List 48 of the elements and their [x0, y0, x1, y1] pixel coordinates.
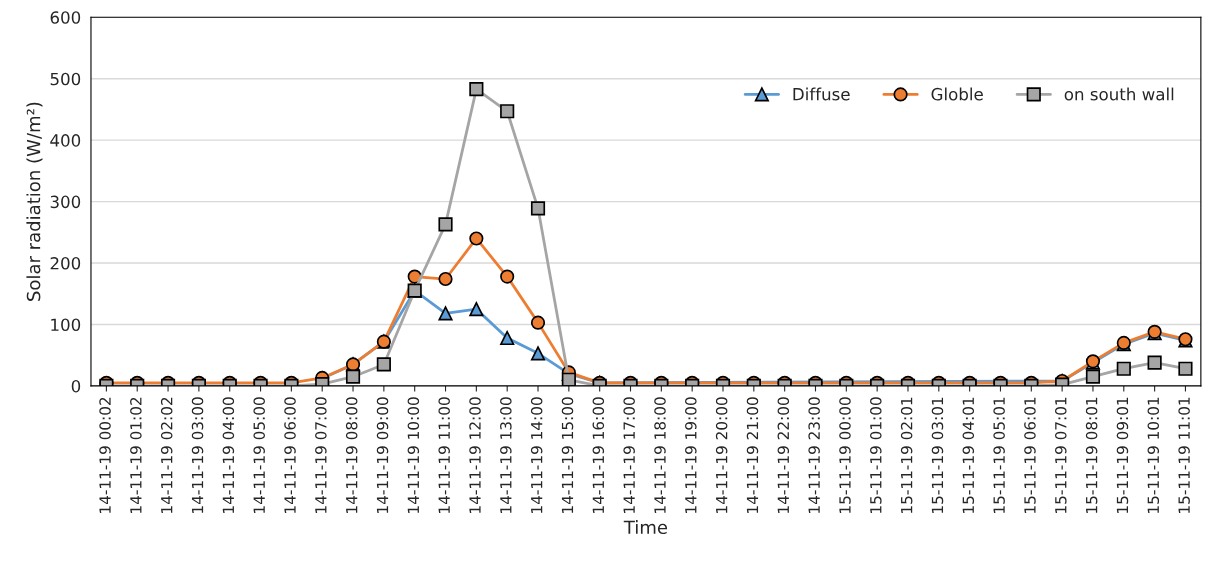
x-tick-label: 14-11-19 01:02 [130, 397, 142, 513]
x-tick-label: 14-11-19 05:00 [253, 397, 265, 513]
x-tick-label: 14-11-19 23:00 [808, 397, 820, 513]
x-tick-label: 14-11-19 14:00 [530, 397, 543, 513]
legend-label: Diffuse [793, 87, 850, 101]
y-tick-label: 300 [50, 195, 81, 209]
x-tick-label: 14-11-19 17:00 [623, 397, 635, 513]
x-tick-label: 14-11-19 20:00 [715, 397, 728, 513]
y-tick-label: 200 [50, 257, 81, 270]
x-tick-label: 14-11-19 19:00 [685, 397, 697, 513]
x-tick-label: 14-11-19 18:00 [654, 397, 666, 513]
y-tick-label: 100 [51, 318, 81, 332]
x-tick-label: 15-11-19 11:01 [1178, 397, 1190, 513]
x-tick-label: 14-11-19 06:00 [284, 397, 296, 513]
x-tick-label: 14-11-19 22:00 [777, 397, 790, 513]
x-tick-label: 15-11-19 01:00 [870, 397, 882, 513]
x-tick-label: 15-11-19 10:01 [1147, 397, 1160, 513]
x-tick-label: 14-11-19 00:02 [99, 397, 111, 513]
x-tick-label: 14-11-19 16:00 [592, 397, 605, 513]
y-tick-label: 600 [50, 11, 81, 24]
legend-label: on south wall [1064, 87, 1174, 101]
x-tick-label: 15-11-19 07:01 [1055, 397, 1067, 513]
x-tick-label: 14-11-19 03:00 [191, 397, 204, 513]
x-tick-label: 15-11-19 00:00 [839, 397, 851, 513]
y-axis-title: Solar radiation (W/m²) [26, 102, 43, 301]
x-tick-label: 14-11-19 08:00 [345, 397, 358, 513]
x-tick-label: 14-11-19 15:00 [561, 397, 574, 513]
x-tick-label: 15-11-19 03:01 [931, 397, 944, 513]
x-tick-label: 14-11-19 13:00 [500, 397, 512, 513]
x-tick-label: 14-11-19 21:00 [746, 397, 759, 513]
y-tick-label: 500 [50, 72, 81, 86]
x-tick-label: 15-11-19 02:01 [900, 397, 913, 513]
x-tick-label: 14-11-19 09:00 [376, 397, 389, 513]
x-tick-label: 14-11-19 04:00 [222, 397, 235, 513]
x-tick-label: 15-11-19 05:01 [993, 397, 1005, 513]
y-tick-label: 0 [71, 379, 81, 393]
x-tick-label: 14-11-19 02:02 [160, 397, 173, 513]
legend-label: Globle [931, 87, 983, 101]
x-axis-title: Time [623, 520, 668, 535]
x-tick-label: 15-11-19 04:01 [962, 397, 975, 513]
x-tick-label: 14-11-19 07:00 [315, 397, 327, 513]
x-tick-label: 15-11-19 08:01 [1085, 397, 1098, 513]
y-tick-label: 400 [50, 134, 81, 147]
x-tick-label: 14-11-19 10:00 [407, 397, 420, 513]
x-tick-label: 14-11-19 12:00 [469, 397, 481, 513]
x-tick-label: 15-11-19 06:01 [1024, 397, 1036, 513]
x-tick-label: 14-11-19 11:00 [438, 397, 450, 513]
x-tick-label: 15-11-19 09:01 [1116, 397, 1129, 513]
